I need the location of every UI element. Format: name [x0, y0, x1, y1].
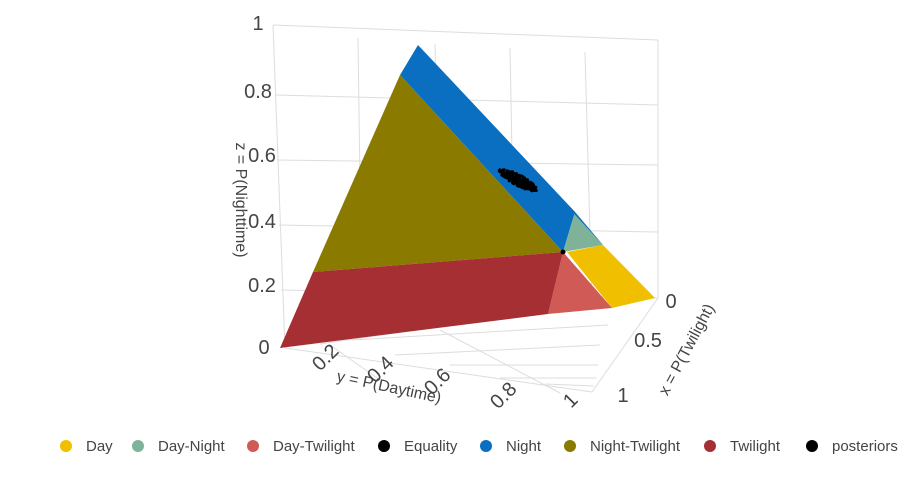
region-day-night [563, 212, 603, 252]
legend-marker-day [60, 440, 72, 452]
region-night [418, 45, 603, 245]
posterior-point [532, 183, 535, 187]
x-tick-label: 1 [617, 385, 628, 407]
posterior-point [519, 174, 523, 178]
posterior-point [520, 182, 523, 186]
x-tick-label: 0.5 [634, 330, 662, 352]
posterior-point [515, 181, 519, 185]
region-day [567, 245, 655, 308]
posterior-point [510, 174, 514, 178]
x-axis-title: x = P(Twilight) [656, 301, 718, 398]
grid-line [284, 347, 593, 393]
posterior-point [519, 179, 523, 183]
posterior-point [534, 185, 538, 189]
grid-line [329, 344, 381, 381]
simplex-regions [280, 45, 655, 348]
z-tick-label: 0.6 [248, 145, 276, 167]
grid-line [394, 344, 601, 356]
posterior-point [524, 178, 527, 181]
posterior-point [515, 183, 519, 187]
legend-marker-posteriors [806, 440, 818, 452]
x-tick-label: 0 [665, 291, 676, 313]
posterior-cloud [497, 168, 538, 193]
posterior-point [526, 187, 529, 191]
z-tick-label: 0 [258, 337, 269, 359]
legend-label-equality: Equality [404, 438, 458, 455]
posterior-point [514, 174, 518, 178]
posterior-point [507, 170, 511, 173]
z-axis-title: z = P(Nighttime) [232, 142, 249, 257]
z-tick-label: 0.8 [244, 81, 272, 103]
legend-marker-day-twilight [247, 440, 259, 452]
posterior-point [526, 185, 529, 188]
legend-label-posteriors: posteriors [832, 438, 898, 455]
legend-label-day: Day [86, 438, 113, 455]
legend-marker-equality [378, 440, 390, 452]
region-night [400, 45, 575, 252]
legend: Day Day-Night Day-Twilight Equality Night Nig… [60, 438, 898, 455]
posterior-point [517, 178, 521, 182]
legend-marker-night [480, 440, 492, 452]
legend-marker-twilight [704, 440, 716, 452]
equality-point [560, 249, 566, 255]
posterior-point [521, 177, 525, 181]
legend-marker-night-twilight [564, 440, 576, 452]
grid-line [272, 24, 659, 41]
posterior-point [506, 173, 510, 177]
legend-marker-day-night [132, 440, 144, 452]
posterior-point [525, 180, 528, 184]
grid-line [591, 297, 659, 393]
region-night-twilight [313, 75, 563, 272]
legend-label-day-night: Day-Night [158, 438, 226, 455]
posterior-point [505, 176, 508, 180]
z-tick-label: 0.4 [248, 211, 276, 233]
posterior-point [514, 172, 518, 176]
posterior-point [515, 177, 519, 181]
posterior-point [500, 172, 504, 176]
y-tick-label: 0.8 [486, 378, 521, 413]
grid-line [439, 329, 561, 394]
posterior-point [499, 169, 503, 173]
region-twilight [280, 252, 563, 348]
grid-line [544, 383, 595, 387]
region-day-twilight [548, 252, 612, 314]
posterior-point [529, 188, 532, 192]
grid-line [351, 324, 609, 341]
y-tick-label: 1 [559, 389, 582, 412]
posterior-point [517, 173, 521, 177]
z-tick-label: 0.2 [248, 275, 276, 297]
grid-line [272, 24, 286, 349]
z-tick-label: 1 [252, 13, 263, 35]
posterior-point [511, 178, 515, 182]
posterior-point [508, 179, 512, 183]
posterior-point [509, 172, 512, 176]
legend-label-night: Night [506, 438, 542, 455]
legend-label-night-twilight: Night-Twilight [590, 438, 681, 455]
posterior-point [512, 181, 516, 185]
posterior-point [523, 185, 526, 189]
legend-label-twilight: Twilight [730, 438, 781, 455]
posterior-point [510, 170, 514, 174]
legend-label-day-twilight: Day-Twilight [273, 438, 356, 455]
